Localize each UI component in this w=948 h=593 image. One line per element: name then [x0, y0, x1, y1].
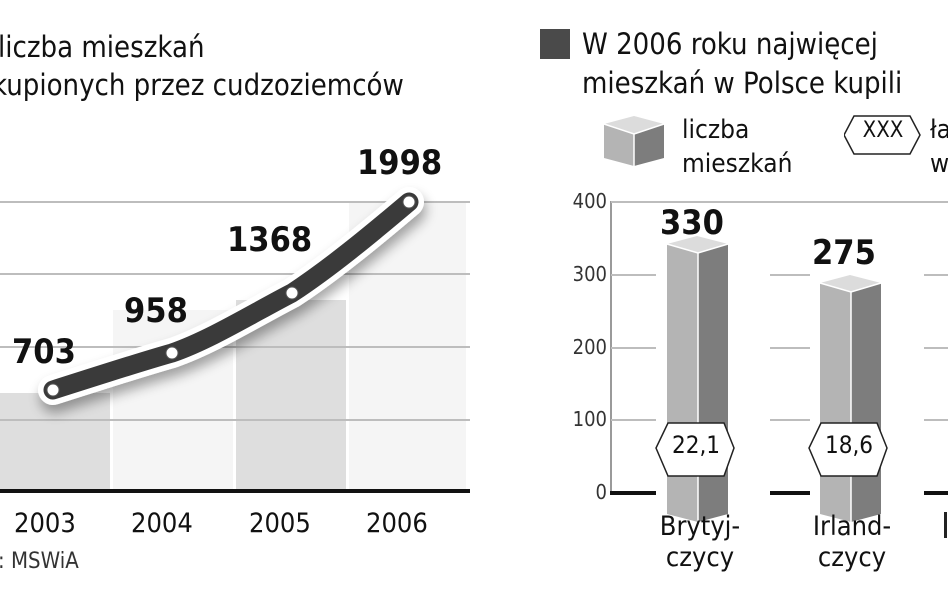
- gridline: [611, 201, 948, 203]
- bar-value-irlandczycy: 275: [812, 233, 876, 273]
- hex-value-irlandczycy: 18,6: [824, 431, 874, 459]
- category-label-line1: Brytyj-: [659, 511, 741, 542]
- x-label-2003: 2003: [14, 508, 76, 539]
- category-label-line2: czycy: [665, 542, 735, 573]
- cube-legend-icon: [603, 116, 665, 166]
- value-label-2004: 958: [124, 291, 188, 331]
- x-axis: [0, 489, 470, 493]
- value-label-2005: 1368: [227, 220, 313, 260]
- category-label-line1: Irland-: [812, 511, 892, 542]
- gridline: [0, 346, 470, 348]
- bar-brytyjczycy: [656, 230, 770, 530]
- x-axis: [610, 491, 948, 495]
- y-tick-100: 100: [572, 407, 607, 431]
- legend-bars-label-line1: liczba: [682, 115, 750, 145]
- category-irlandczycy: Irland- czycy: [782, 511, 922, 573]
- gridline: [611, 274, 948, 276]
- left-chart-title-line1: liczba mieszkań: [0, 30, 205, 64]
- x-label-2005: 2005: [249, 508, 311, 539]
- hex-value-brytyjczycy: 22,1: [671, 431, 721, 459]
- category-partial-edge: [944, 512, 947, 538]
- bar-series: [655, 230, 924, 530]
- bg-bar-2003: [0, 393, 110, 489]
- y-tick-0: 0: [595, 480, 607, 504]
- line-series: [38, 187, 424, 405]
- gridline: [611, 347, 948, 349]
- legend-hex-label-line1: ła: [930, 115, 948, 145]
- value-label-2006: 1998: [357, 143, 443, 183]
- gridline: [611, 419, 948, 421]
- y-tick-400: 400: [572, 189, 607, 213]
- legend-hex-label-line2: w: [930, 149, 948, 179]
- right-chart-title-line1: W 2006 roku najwięcej: [582, 27, 878, 61]
- legend-bars-label-line2: mieszkań: [682, 149, 793, 179]
- gridline: [0, 419, 470, 421]
- y-tick-300: 300: [572, 262, 607, 286]
- hexagon-legend-icon: [844, 115, 921, 155]
- right-chart-title-line2: mieszkań w Polsce kupili: [582, 66, 903, 100]
- x-label-2006: 2006: [366, 508, 428, 539]
- y-tick-200: 200: [572, 335, 607, 359]
- gridline: [0, 273, 470, 275]
- left-chart-title-line2: kupionych przez cudzoziemców: [0, 68, 404, 102]
- category-label-line2: czycy: [817, 542, 887, 573]
- bg-bar-2005: [236, 300, 346, 489]
- bar-irlandczycy: [810, 270, 924, 530]
- x-label-2004: 2004: [131, 508, 193, 539]
- gridline: [0, 201, 470, 203]
- source-note: : MSWiA: [0, 549, 79, 574]
- category-brytyjczycy: Brytyj- czycy: [630, 511, 770, 573]
- legend-hex-symbol: XXX: [862, 118, 904, 143]
- title-square-icon: [540, 29, 570, 59]
- value-label-2003: 703: [12, 332, 76, 372]
- bar-value-brytyjczycy: 330: [660, 203, 724, 243]
